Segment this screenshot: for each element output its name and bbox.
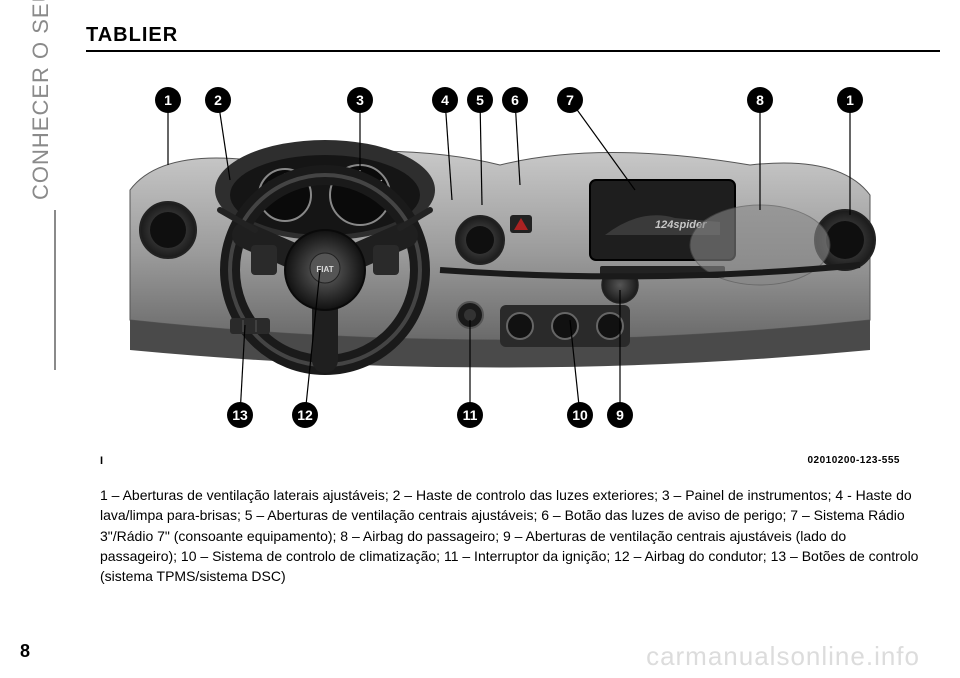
svg-text:2: 2 [214, 92, 222, 108]
wheel-buttons-right [373, 245, 399, 275]
svg-text:6: 6 [511, 92, 519, 108]
control-buttons-panel [230, 318, 270, 334]
svg-text:4: 4 [441, 92, 449, 108]
figure-caption: 1 – Aberturas de ventilação laterais aju… [100, 485, 920, 586]
figure-label: I [100, 455, 103, 467]
page-number: 8 [20, 641, 30, 662]
svg-text:11: 11 [463, 407, 478, 423]
dashboard-figure: 124spider FIAT [100, 70, 900, 450]
svg-text:7: 7 [566, 92, 574, 108]
ignition-inner [464, 309, 476, 321]
sidebar-section-label: CONHECER O SEU VEÍCULO [28, 0, 54, 200]
svg-text:3: 3 [356, 92, 364, 108]
wheel-buttons-left [251, 245, 277, 275]
dashboard-svg: 124spider FIAT [100, 70, 900, 450]
title-underline [86, 50, 940, 52]
vent-centre-inner [466, 226, 494, 254]
svg-text:12: 12 [297, 407, 313, 423]
vent-left-inner [150, 212, 186, 248]
climate-knob-3 [597, 313, 623, 339]
climate-knob-2 [552, 313, 578, 339]
svg-text:10: 10 [572, 407, 588, 423]
svg-text:8: 8 [756, 92, 764, 108]
svg-text:1: 1 [846, 92, 854, 108]
figure-code: 02010200-123-555 [807, 455, 900, 466]
fiat-badge-text: FIAT [316, 265, 333, 274]
svg-text:5: 5 [476, 92, 484, 108]
watermark: carmanualsonline.info [646, 641, 920, 672]
vent-right-inner [826, 221, 864, 259]
climate-knob-1 [507, 313, 533, 339]
sidebar-divider [54, 210, 56, 370]
svg-text:1: 1 [164, 92, 172, 108]
page-title: TABLIER [86, 24, 178, 47]
svg-text:9: 9 [616, 407, 624, 423]
svg-text:13: 13 [232, 407, 248, 423]
